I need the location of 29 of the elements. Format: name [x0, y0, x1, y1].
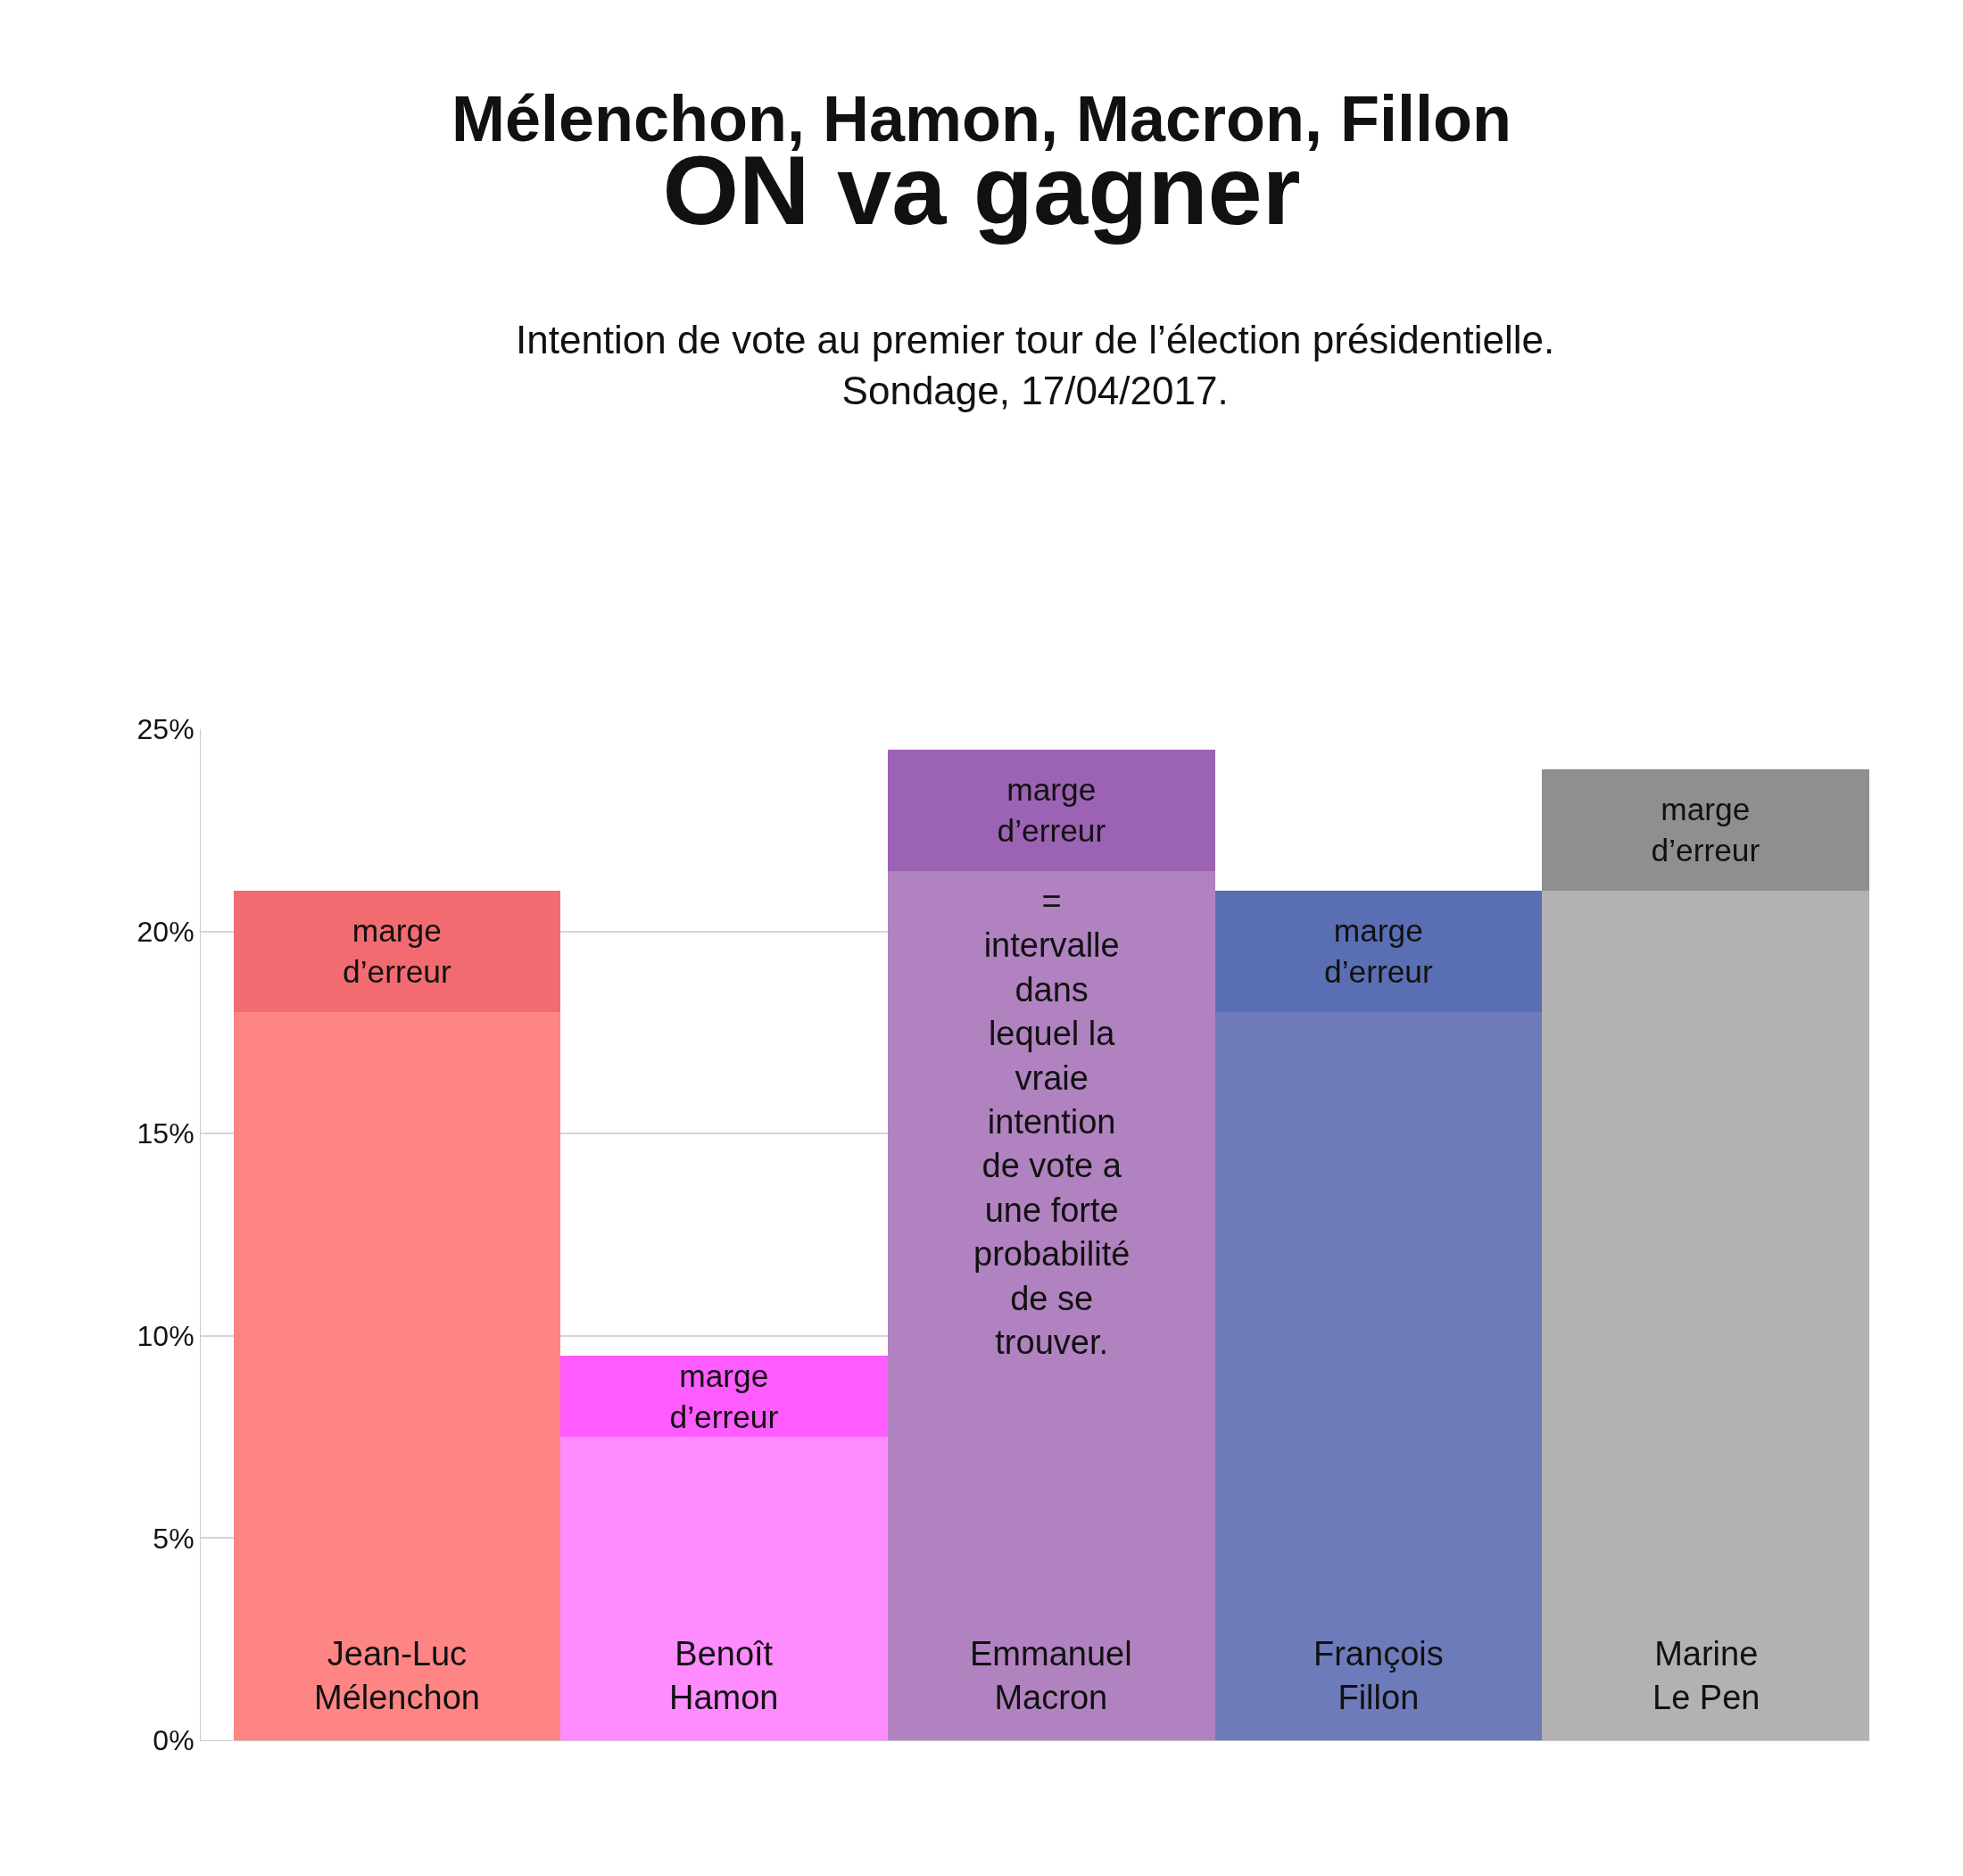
- y-tick-label: 15%: [137, 1117, 195, 1150]
- bar: [234, 1012, 560, 1740]
- y-tick-label: 0%: [153, 1724, 195, 1757]
- y-tick-label: 25%: [137, 713, 195, 746]
- x-tick-label: Emmanuel Macron: [970, 1635, 1132, 1717]
- y-tick-label: 5%: [153, 1522, 195, 1555]
- chart-title: Mélenchon, Hamon, Macron, Fillon ON va gagner: [451, 82, 1512, 245]
- data-label: marge d’erreur: [1323, 913, 1433, 990]
- x-tick-label: Jean-Luc Mélenchon: [314, 1635, 480, 1717]
- x-tick-label: Benoît Hamon: [669, 1635, 779, 1717]
- bar: [1215, 891, 1542, 1012]
- data-label: marge d’erreur: [997, 772, 1106, 849]
- chart-subtitle: Intention de vote au premier tour de l’élection présidentielle. Sondage, 17/04/2017.: [516, 318, 1555, 413]
- y-tick-label: 10%: [137, 1320, 195, 1352]
- bar: [888, 871, 1215, 1740]
- text: = intervalle dans lequel la vraie intention de vote a une forte probabilité de se trouver.: [973, 883, 1131, 1361]
- x-tick-label: François Fillon: [1313, 1635, 1444, 1717]
- data-label: marge d’erreur: [1651, 792, 1760, 868]
- data-label: marge d’erreur: [342, 913, 451, 990]
- bar: [560, 1356, 888, 1437]
- bar: [1215, 1012, 1542, 1740]
- bar: [234, 891, 560, 1012]
- x-tick-label: Marine Le Pen: [1652, 1635, 1760, 1717]
- bar: [1542, 769, 1869, 891]
- bar: [1542, 891, 1869, 1740]
- bar: [888, 750, 1215, 871]
- bar: [560, 1437, 888, 1740]
- data-label: marge d’erreur: [669, 1357, 779, 1434]
- y-tick-label: 20%: [137, 915, 195, 948]
